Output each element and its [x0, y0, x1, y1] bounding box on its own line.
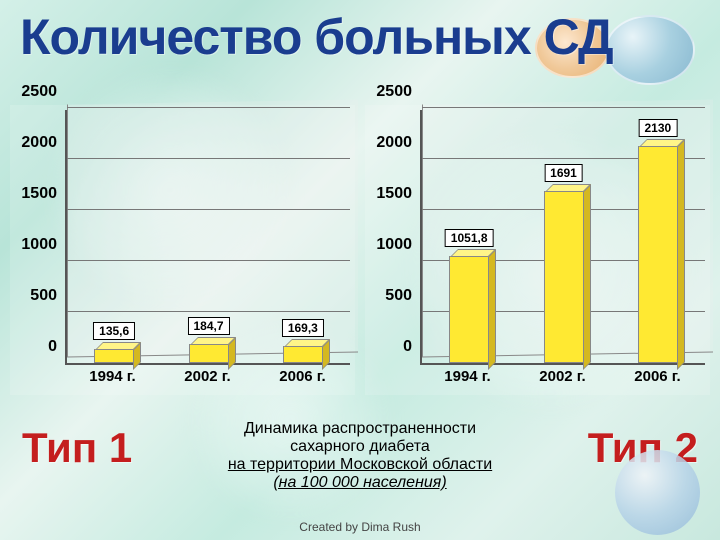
y-tick-label: 500 — [30, 287, 57, 305]
bar-value-label: 1051,8 — [445, 229, 494, 247]
header-decor-image-2 — [605, 15, 695, 85]
bar-value-label: 2130 — [638, 119, 677, 137]
y-tick-label: 2500 — [376, 83, 412, 101]
y-tick-label: 2500 — [21, 83, 57, 101]
gridline — [67, 209, 350, 210]
x-category-label: 1994 г. — [444, 368, 490, 393]
x-category-label: 2006 г. — [634, 368, 680, 393]
gridline — [67, 260, 350, 261]
subtitle-block: Динамика распространенности сахарного ди… — [195, 420, 525, 492]
chart-type2: 05001000150020002500 1051,816912130 1994… — [365, 105, 710, 395]
x-category-label: 2002 г. — [184, 368, 230, 393]
y-tick-label: 500 — [385, 287, 412, 305]
bar-value-label: 184,7 — [187, 317, 229, 335]
y-tick-label: 1000 — [21, 236, 57, 254]
y-tick-label: 1500 — [376, 185, 412, 203]
gridline — [67, 311, 350, 312]
footer: Тип 1 Тип 2 Динамика распространенности … — [0, 410, 720, 540]
gridline — [67, 158, 350, 159]
x-category-label: 1994 г. — [89, 368, 135, 393]
y-tick-label: 2000 — [376, 134, 412, 152]
y-tick-label: 1500 — [21, 185, 57, 203]
chart-type1: 05001000150020002500 135,6184,7169,3 199… — [10, 105, 355, 395]
charts-container: 05001000150020002500 135,6184,7169,3 199… — [10, 105, 710, 395]
y-tick-label: 2000 — [21, 134, 57, 152]
y-tick-label: 0 — [48, 338, 57, 356]
subtitle-line3: на территории Московской области — [228, 456, 492, 473]
page-title: Количество больных СД — [20, 8, 613, 66]
gridline — [422, 107, 705, 108]
footer-decor-image — [615, 450, 700, 535]
subtitle-line1: Динамика распространенности — [244, 420, 476, 437]
subtitle-line2: сахарного диабета — [290, 438, 430, 455]
x-category-label: 2006 г. — [279, 368, 325, 393]
subtitle-line4: (на 100 000 населения) — [273, 474, 446, 491]
y-tick-label: 0 — [403, 338, 412, 356]
bar-value-label: 1691 — [544, 164, 583, 182]
x-category-label: 2002 г. — [539, 368, 585, 393]
bar-value-label: 135,6 — [93, 322, 135, 340]
type1-label: Тип 1 — [22, 424, 132, 472]
bar-value-label: 169,3 — [282, 319, 324, 337]
credit-text: Created by Dima Rush — [299, 520, 420, 534]
y-tick-label: 1000 — [376, 236, 412, 254]
gridline — [67, 107, 350, 108]
